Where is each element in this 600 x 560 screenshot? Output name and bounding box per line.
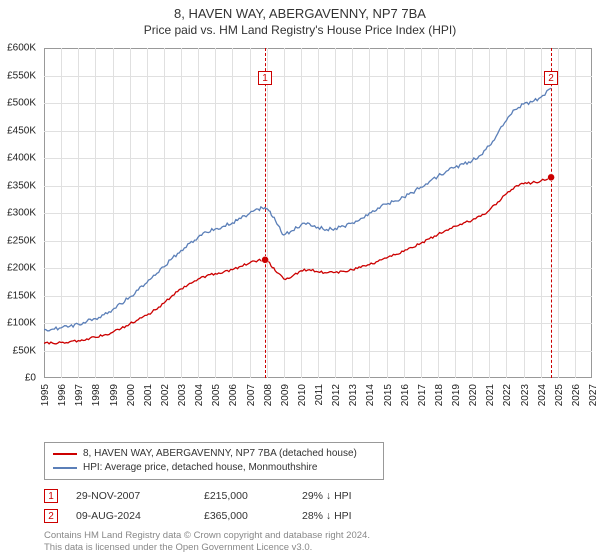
chart-area: 12 £0£50K£100K£150K£200K£250K£300K£350K£… bbox=[44, 48, 592, 400]
x-axis-label: 1997 bbox=[74, 384, 85, 406]
x-axis-label: 2018 bbox=[434, 384, 445, 406]
y-axis-label: £200K bbox=[0, 263, 36, 274]
sale-row-relative: 28% ↓ HPI bbox=[302, 510, 392, 522]
x-axis-label: 2000 bbox=[126, 384, 137, 406]
x-axis-label: 2014 bbox=[365, 384, 376, 406]
x-axis-label: 2008 bbox=[263, 384, 274, 406]
y-axis-label: £100K bbox=[0, 318, 36, 329]
legend-label: HPI: Average price, detached house, Monm… bbox=[83, 461, 317, 475]
series-hpi bbox=[44, 88, 551, 331]
x-axis-label: 2015 bbox=[383, 384, 394, 406]
legend-swatch bbox=[53, 467, 77, 469]
x-axis-label: 1999 bbox=[109, 384, 120, 406]
x-axis-label: 2004 bbox=[194, 384, 205, 406]
y-axis-label: £50K bbox=[0, 345, 36, 356]
x-axis-label: 2001 bbox=[143, 384, 154, 406]
y-axis-label: £600K bbox=[0, 43, 36, 54]
x-axis-label: 2006 bbox=[228, 384, 239, 406]
footer-line-1: Contains HM Land Registry data © Crown c… bbox=[44, 530, 370, 542]
legend-item: HPI: Average price, detached house, Monm… bbox=[53, 461, 375, 475]
sale-row: 1 29-NOV-2007 £215,000 29% ↓ HPI bbox=[44, 486, 544, 506]
y-axis-label: £0 bbox=[0, 373, 36, 384]
y-axis-label: £450K bbox=[0, 125, 36, 136]
sale-row-marker: 1 bbox=[44, 489, 58, 503]
y-axis-label: £400K bbox=[0, 153, 36, 164]
sale-row-relative: 29% ↓ HPI bbox=[302, 490, 392, 502]
page-title: 8, HAVEN WAY, ABERGAVENNY, NP7 7BA bbox=[0, 6, 600, 21]
x-axis-label: 2010 bbox=[297, 384, 308, 406]
x-axis-label: 2011 bbox=[314, 384, 325, 406]
legend: 8, HAVEN WAY, ABERGAVENNY, NP7 7BA (deta… bbox=[44, 442, 384, 480]
x-axis-label: 2021 bbox=[485, 384, 496, 406]
legend-item: 8, HAVEN WAY, ABERGAVENNY, NP7 7BA (deta… bbox=[53, 447, 375, 461]
legend-swatch bbox=[53, 453, 77, 455]
sale-row-date: 29-NOV-2007 bbox=[76, 490, 186, 502]
legend-label: 8, HAVEN WAY, ABERGAVENNY, NP7 7BA (deta… bbox=[83, 447, 357, 461]
y-axis-label: £500K bbox=[0, 98, 36, 109]
sale-point-dot bbox=[262, 256, 269, 263]
sale-row-price: £215,000 bbox=[204, 490, 284, 502]
x-axis-label: 2024 bbox=[537, 384, 548, 406]
footer-line-2: This data is licensed under the Open Gov… bbox=[44, 542, 370, 554]
x-axis-label: 2012 bbox=[331, 384, 342, 406]
sales-table: 1 29-NOV-2007 £215,000 29% ↓ HPI 2 09-AUG-202… bbox=[44, 486, 544, 526]
x-axis-label: 2003 bbox=[177, 384, 188, 406]
sale-row: 2 09-AUG-2024 £365,000 28% ↓ HPI bbox=[44, 506, 544, 526]
y-axis-label: £300K bbox=[0, 208, 36, 219]
x-axis-label: 2027 bbox=[588, 384, 599, 406]
x-axis-label: 2026 bbox=[571, 384, 582, 406]
x-axis-label: 2019 bbox=[451, 384, 462, 406]
sale-point-dot bbox=[548, 174, 555, 181]
x-axis-label: 2025 bbox=[554, 384, 565, 406]
x-axis-label: 1995 bbox=[40, 384, 51, 406]
y-axis-label: £350K bbox=[0, 180, 36, 191]
y-axis-label: £250K bbox=[0, 235, 36, 246]
x-axis-label: 2005 bbox=[211, 384, 222, 406]
x-axis-label: 1996 bbox=[57, 384, 68, 406]
x-axis-label: 2002 bbox=[160, 384, 171, 406]
x-axis-label: 2007 bbox=[246, 384, 257, 406]
y-axis-label: £550K bbox=[0, 70, 36, 81]
page-subtitle: Price paid vs. HM Land Registry's House … bbox=[0, 23, 600, 37]
x-axis-label: 2016 bbox=[400, 384, 411, 406]
x-axis-label: 2020 bbox=[468, 384, 479, 406]
x-axis-label: 2013 bbox=[348, 384, 359, 406]
footer-attribution: Contains HM Land Registry data © Crown c… bbox=[44, 530, 370, 554]
x-axis-label: 2009 bbox=[280, 384, 291, 406]
series-property bbox=[44, 177, 551, 344]
x-axis-label: 2023 bbox=[520, 384, 531, 406]
plot-svg bbox=[44, 48, 592, 378]
x-axis-label: 1998 bbox=[91, 384, 102, 406]
sale-row-price: £365,000 bbox=[204, 510, 284, 522]
sale-row-date: 09-AUG-2024 bbox=[76, 510, 186, 522]
x-axis-label: 2017 bbox=[417, 384, 428, 406]
x-axis-label: 2022 bbox=[502, 384, 513, 406]
y-axis-label: £150K bbox=[0, 290, 36, 301]
sale-row-marker: 2 bbox=[44, 509, 58, 523]
